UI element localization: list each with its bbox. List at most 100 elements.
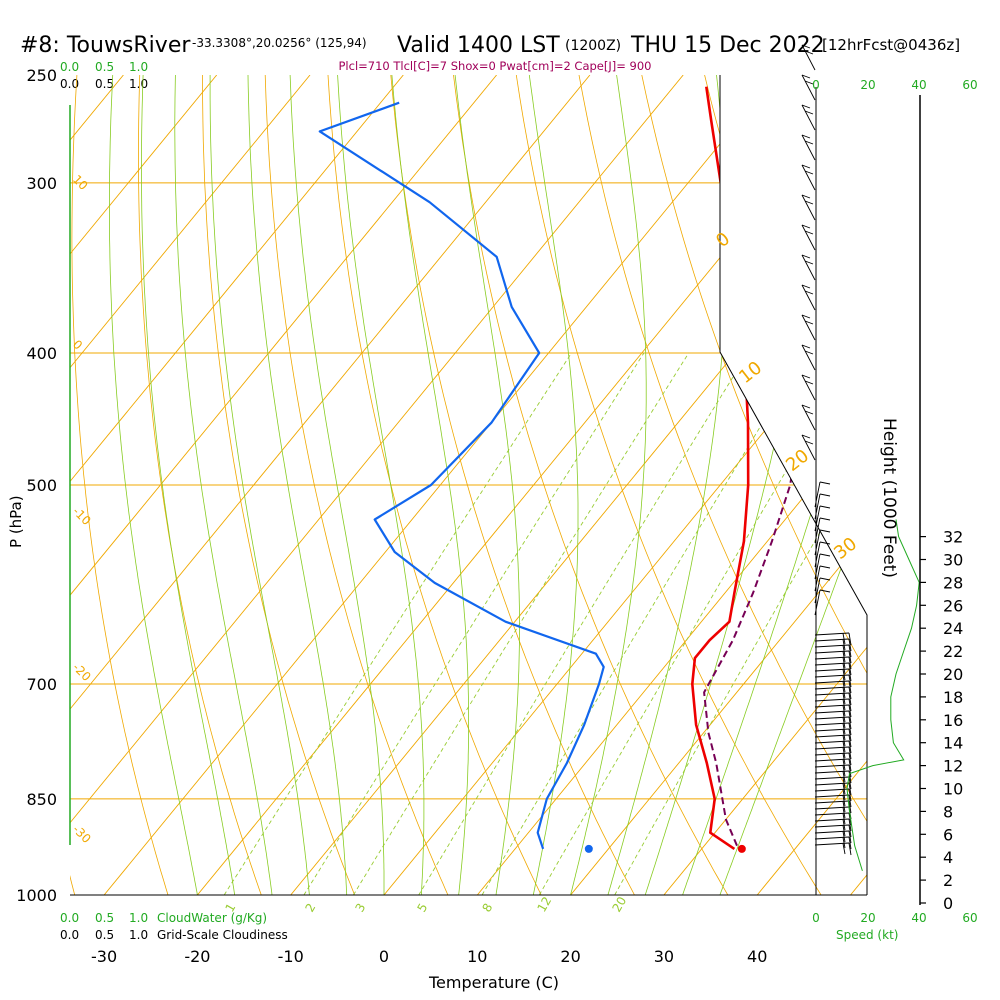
wind-barb-flag	[819, 553, 831, 557]
wind-barb-staff	[814, 668, 850, 672]
isotherm-line	[70, 75, 218, 895]
speed-tick: 40	[911, 78, 926, 92]
wind-barb-flag	[842, 819, 846, 831]
wind-barb-staff	[814, 740, 850, 744]
dry-adiabat-label: 30	[830, 533, 861, 564]
speed-tick: 40	[911, 911, 926, 925]
wind-barb-flag	[801, 314, 811, 319]
wind-barb-flag	[842, 681, 846, 693]
wind-barb-staff	[814, 794, 850, 798]
wind-barb-flag	[801, 404, 811, 409]
wind-barb-flag	[804, 380, 814, 385]
wind-barb-flag	[848, 662, 852, 676]
isotherm-line	[383, 75, 867, 895]
wind-barb-staff	[814, 722, 850, 726]
speed-tick: 60	[962, 78, 977, 92]
mixing-ratio-label: 20	[609, 894, 629, 914]
wind-speed-ticks: 0 20 40 60 0 20 40 60 Speed (kt)	[812, 78, 977, 942]
wind-barb-flag	[848, 728, 852, 742]
wind-barb-flag	[848, 650, 852, 664]
wind-barb-flag	[801, 44, 811, 49]
wind-barb-flag	[842, 705, 846, 717]
cloud-water-tick: 0.5	[95, 60, 114, 74]
wind-barb-flag	[842, 723, 846, 735]
wind-barb-flag	[848, 746, 852, 760]
wind-barb-flag	[848, 680, 852, 694]
moist-adiabat-line	[390, 75, 470, 895]
moist-adiabat-line	[527, 75, 579, 895]
mixing-ratio-label: 8	[479, 901, 495, 915]
wind-barb-flag	[842, 639, 846, 651]
wind-barb-flag	[801, 434, 811, 439]
wind-barb-staff	[814, 806, 850, 810]
wind-barb-flag	[819, 589, 831, 593]
pressure-tick-label: 400	[26, 344, 57, 363]
wind-barb-flag	[842, 801, 846, 813]
wind-barb-flag	[848, 776, 852, 790]
wind-barb-staff	[801, 344, 816, 371]
temperature-tick-label: -20	[184, 947, 210, 966]
height-tick-label: 16	[943, 711, 963, 730]
forecast-info: [12hrFcst@0436z]	[822, 36, 960, 54]
wind-barb-flag	[848, 674, 852, 688]
wind-barb-flag	[842, 783, 846, 795]
wind-barb-flag	[819, 577, 831, 581]
speed-tick: 20	[860, 78, 875, 92]
wind-barb-flag	[801, 164, 811, 169]
cloud-water-tick: 0.0	[60, 60, 79, 74]
cloud-water-tick: 0.0	[60, 911, 79, 925]
wind-barb-staff	[814, 830, 850, 834]
wind-barb-flag	[819, 541, 831, 545]
mixing-ratio-label: 3	[352, 901, 368, 915]
height-tick-label: 12	[943, 757, 963, 776]
wind-barb-flag	[848, 794, 852, 808]
valid-date: THU 15 Dec 2022	[630, 33, 825, 58]
wind-speed-profile	[846, 519, 920, 872]
moist-adiabat-line	[109, 75, 198, 895]
moist-adiabat-line	[209, 75, 310, 895]
mixing-ratio-line	[481, 352, 806, 895]
temperature-tick-label: 20	[560, 947, 580, 966]
wind-barb-flag	[842, 729, 846, 741]
wind-barb-staff	[814, 674, 850, 678]
dry-adiabat-line	[515, 75, 822, 895]
isotherm-line	[850, 75, 867, 895]
mixing-ratio-line	[223, 352, 572, 895]
wind-barb-flag	[842, 741, 846, 753]
cloud-scale-bottom: 0.0 0.5 1.0 CloudWater (g/Kg) 0.0 0.5 1.…	[60, 911, 288, 942]
wind-barb-staff	[801, 284, 816, 311]
wind-barb-staff	[814, 770, 850, 774]
wind-barb-flag	[842, 759, 846, 771]
wind-barb-staff	[814, 698, 850, 702]
wind-barb-flag	[842, 753, 846, 765]
wind-barb-flag	[819, 505, 831, 509]
wind-barb-staff	[814, 662, 850, 666]
wind-barb-flag	[819, 529, 831, 533]
wind-barb-flag	[848, 722, 852, 736]
wind-barb-flag	[842, 735, 846, 747]
wind-barb-flag	[848, 770, 852, 784]
speed-tick: 60	[962, 911, 977, 925]
wind-barb-flag	[842, 675, 846, 687]
wind-barb-staff	[801, 374, 816, 401]
dry-adiabat-line	[264, 75, 449, 895]
wind-barb-staff	[814, 842, 850, 846]
wind-barb-flag	[842, 777, 846, 789]
wind-barb-flag	[804, 350, 814, 355]
wind-barb-staff	[814, 710, 850, 714]
moist-adiabat-line	[336, 75, 425, 895]
speed-tick: 20	[860, 911, 875, 925]
wind-barb-flag	[842, 825, 846, 837]
pressure-tick-label: 300	[26, 174, 57, 193]
wind-barb-flag	[801, 224, 811, 229]
wind-barb-flag	[848, 752, 852, 766]
speed-tick: 0	[812, 78, 820, 92]
wind-barb-flag	[801, 194, 811, 199]
wind-barb-staff	[801, 44, 816, 71]
wind-barb-staff	[814, 782, 850, 786]
isotherm-line	[70, 75, 311, 895]
isotherm-label: -20	[70, 660, 94, 684]
wind-barb-staff	[814, 656, 850, 660]
dry-adiabat-line	[453, 75, 729, 895]
